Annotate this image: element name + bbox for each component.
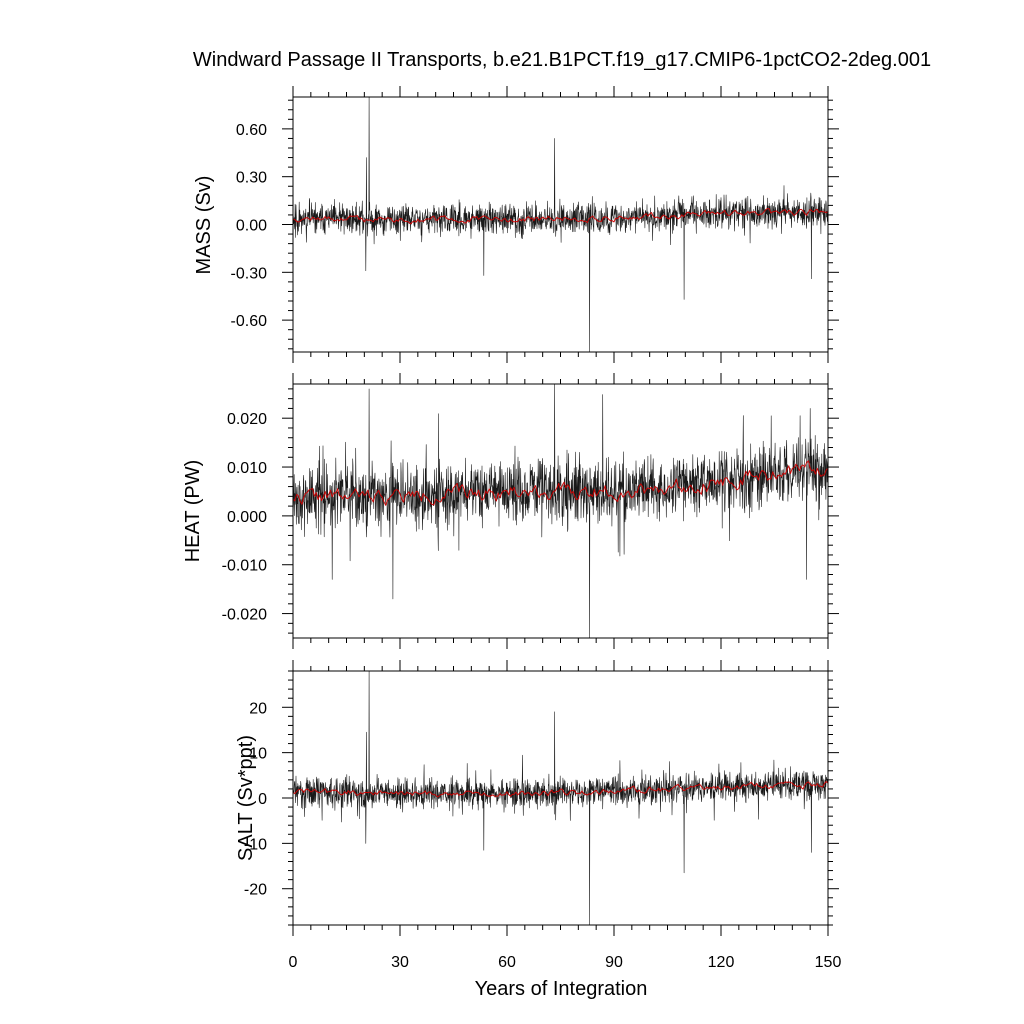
salt-plot-area: -20 -10 0 10 20 0 30 60 90 120 150	[244, 660, 842, 971]
monthly-series-line	[292, 383, 829, 639]
monthly-series-line	[292, 96, 829, 353]
y-tick-label: 0.010	[227, 460, 267, 477]
smoothed-series-line	[292, 208, 829, 225]
x-tick-label: 60	[498, 954, 516, 971]
y-tick-label: 10	[249, 746, 267, 763]
y-tick-label: 0	[258, 791, 267, 808]
plot-frame	[292, 383, 829, 639]
smoothed-series-line	[292, 781, 829, 798]
y-tick-label: -0.60	[231, 313, 268, 330]
smoothed-series-line	[292, 460, 829, 506]
x-tick-label: 120	[708, 954, 735, 971]
y-tick-label: -20	[244, 882, 267, 899]
heat-plot-area: -0.020 -0.010 0.000 0.010 0.020	[222, 373, 839, 649]
y-tick-label: -0.30	[231, 265, 268, 282]
mass-y-axis-label: MASS (Sv)	[193, 176, 215, 275]
panel-salt: -20 -10 0 10 20 0 30 60 90 120 150 SALT (Sv*ppt)	[235, 660, 841, 971]
x-tick-label: 90	[605, 954, 623, 971]
y-tick-label: 0.30	[236, 170, 267, 187]
panel-mass: -0.60 -0.30 0.00 0.30 0.60 MASS (Sv)	[193, 86, 839, 363]
x-tick-label: 30	[391, 954, 409, 971]
x-tick-label: 0	[289, 954, 298, 971]
x-axis-label: Years of Integration	[475, 978, 648, 1000]
y-tick-label: 0.60	[236, 122, 267, 139]
y-tick-label: 20	[249, 700, 267, 717]
chart-title: Windward Passage II Transports, b.e21.B1…	[193, 49, 931, 71]
y-tick-label: 0.000	[227, 509, 267, 526]
panel-heat: -0.020 -0.010 0.000 0.010 0.020 HEAT (PW)	[182, 373, 839, 649]
y-tick-label: -10	[244, 836, 267, 853]
heat-y-axis-label: HEAT (PW)	[182, 460, 204, 563]
y-tick-label: 0.00	[236, 218, 267, 235]
mass-plot-area: -0.60 -0.30 0.00 0.30 0.60	[231, 86, 839, 363]
monthly-series-line	[292, 670, 829, 926]
y-tick-label: 0.020	[227, 411, 267, 428]
salt-y-axis-label: SALT (Sv*ppt)	[235, 735, 257, 861]
y-tick-label: -0.020	[222, 607, 267, 624]
y-tick-label: -0.010	[222, 558, 267, 575]
x-tick-label: 150	[815, 954, 842, 971]
